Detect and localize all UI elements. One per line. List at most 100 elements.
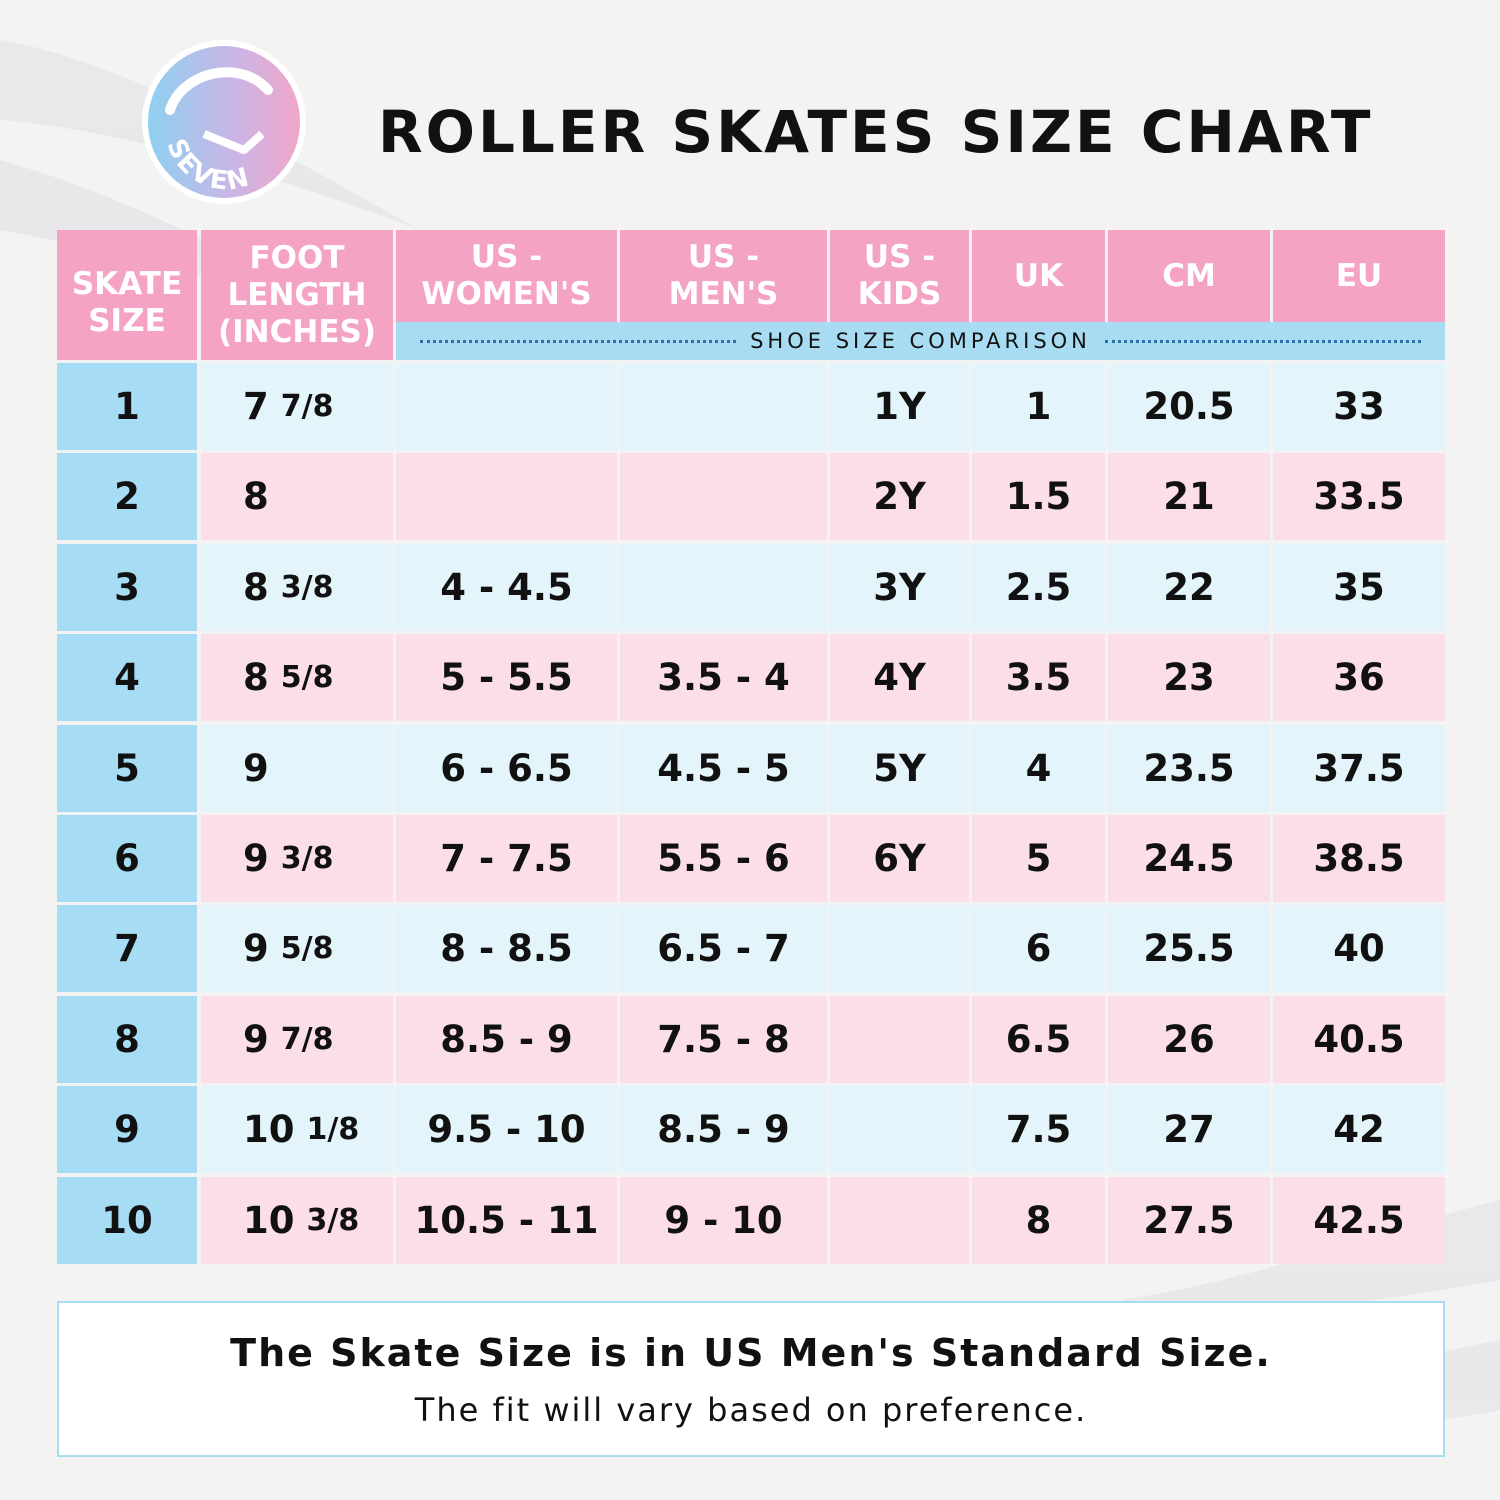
cell-us-womens: 7 - 7.5	[396, 815, 617, 902]
cell-us-kids	[830, 995, 969, 1083]
cell-us-mens	[620, 453, 827, 541]
cell-cm: 25.5	[1108, 905, 1270, 993]
cell-us-kids: 5Y	[830, 724, 969, 812]
header-uk: UK	[972, 230, 1105, 322]
cell-us-womens: 8.5 - 9	[396, 995, 617, 1083]
cell-foot-length: 8	[201, 453, 393, 541]
cell-foot-length: 9	[201, 724, 393, 812]
cell-us-womens: 5 - 5.5	[396, 634, 617, 722]
cell-us-womens: 10.5 - 11	[396, 1176, 617, 1264]
foot-length-fraction: 7/8	[280, 389, 334, 424]
cell-foot-length: 10 3/8	[201, 1176, 393, 1264]
foot-length-whole: 7	[243, 385, 269, 428]
cell-us-mens: 3.5 - 4	[620, 634, 827, 722]
cell-skate-size: 3	[57, 543, 197, 631]
foot-length-fraction: 7/8	[280, 1021, 334, 1057]
cell-us-kids: 6Y	[830, 815, 969, 902]
cell-us-womens: 8 - 8.5	[396, 905, 617, 993]
cell-cm: 26	[1108, 995, 1270, 1083]
cell-eu: 36	[1273, 634, 1445, 722]
cell-us-kids: 4Y	[830, 634, 969, 722]
cell-cm: 27.5	[1108, 1176, 1270, 1264]
header-us-womens: US - WOMEN'S	[396, 230, 617, 322]
cell-foot-length: 10 1/8	[201, 1086, 393, 1174]
cell-us-womens: 6 - 6.5	[396, 724, 617, 812]
cell-cm: 22	[1108, 543, 1270, 631]
size-chart-table: SKATE SIZE FOOT LENGTH (INCHES) US - WOMEN…	[57, 230, 1445, 1266]
foot-length-whole: 10	[243, 1198, 295, 1242]
cell-us-kids: 3Y	[830, 543, 969, 631]
shoe-size-comparison-label: SHOE SIZE COMPARISON	[750, 329, 1091, 353]
cell-skate-size: 8	[57, 995, 197, 1083]
foot-length-fraction: 3/8	[280, 569, 334, 605]
cell-skate-size: 9	[57, 1086, 197, 1174]
cell-foot-length: 9 5/8	[201, 905, 393, 993]
foot-length-whole: 8	[243, 565, 269, 609]
note-primary: The Skate Size is in US Men's Standard S…	[230, 1331, 1272, 1375]
cell-eu: 40.5	[1273, 995, 1445, 1083]
dotted-rule-right	[1104, 339, 1421, 343]
header-foot-length: FOOT LENGTH (INCHES)	[201, 230, 393, 360]
cell-us-mens: 8.5 - 9	[620, 1086, 827, 1174]
cell-foot-length: 8 3/8	[201, 543, 393, 631]
cell-cm: 27	[1108, 1086, 1270, 1174]
cell-eu: 38.5	[1273, 815, 1445, 902]
cell-us-mens	[620, 363, 827, 450]
cell-us-kids: 2Y	[830, 453, 969, 541]
cell-us-womens: 4 - 4.5	[396, 543, 617, 631]
header-us-mens: US - MEN'S	[620, 230, 827, 322]
cell-us-mens: 7.5 - 8	[620, 995, 827, 1083]
cell-cm: 20.5	[1108, 363, 1270, 450]
seven-logo: SEVEN	[140, 38, 308, 206]
cell-uk: 4	[972, 724, 1105, 812]
cell-us-mens: 5.5 - 6	[620, 815, 827, 902]
cell-cm: 21	[1108, 453, 1270, 541]
cell-uk: 6	[972, 905, 1105, 993]
foot-length-fraction: 3/8	[306, 1202, 360, 1238]
cell-us-mens: 6.5 - 7	[620, 905, 827, 993]
dotted-rule-left	[420, 339, 737, 343]
foot-length-fraction: 1/8	[306, 1112, 360, 1148]
header-eu: EU	[1273, 230, 1445, 322]
cell-uk: 1.5	[972, 453, 1105, 541]
cell-skate-size: 6	[57, 815, 197, 902]
cell-skate-size: 10	[57, 1176, 197, 1264]
header-skate-size: SKATE SIZE	[57, 230, 197, 360]
cell-skate-size: 1	[57, 363, 197, 450]
cell-us-kids: 1Y	[830, 363, 969, 450]
cell-us-kids	[830, 1086, 969, 1174]
foot-length-whole: 9	[243, 837, 269, 880]
cell-uk: 8	[972, 1176, 1105, 1264]
cell-us-kids	[830, 1176, 969, 1264]
cell-cm: 23	[1108, 634, 1270, 722]
cell-us-womens	[396, 363, 617, 450]
cell-skate-size: 5	[57, 724, 197, 812]
cell-foot-length: 7 7/8	[201, 363, 393, 450]
cell-eu: 37.5	[1273, 724, 1445, 812]
cell-uk: 2.5	[972, 543, 1105, 631]
cell-eu: 40	[1273, 905, 1445, 993]
cell-us-kids	[830, 905, 969, 993]
foot-length-whole: 8	[243, 475, 269, 519]
cell-uk: 5	[972, 815, 1105, 902]
page-title: ROLLER SKATES SIZE CHART	[378, 98, 1374, 166]
cell-skate-size: 7	[57, 905, 197, 993]
cell-skate-size: 2	[57, 453, 197, 541]
cell-us-womens: 9.5 - 10	[396, 1086, 617, 1174]
foot-length-fraction: 5/8	[280, 660, 334, 696]
cell-us-mens	[620, 543, 827, 631]
note-secondary: The fit will vary based on preference.	[414, 1391, 1088, 1429]
header-us-kids: US - KIDS	[830, 230, 969, 322]
cell-uk: 1	[972, 363, 1105, 450]
cell-foot-length: 8 5/8	[201, 634, 393, 722]
foot-length-whole: 8	[243, 656, 269, 700]
cell-eu: 33.5	[1273, 453, 1445, 541]
foot-length-whole: 9	[243, 927, 269, 971]
cell-foot-length: 9 3/8	[201, 815, 393, 902]
cell-cm: 23.5	[1108, 724, 1270, 812]
cell-uk: 3.5	[972, 634, 1105, 722]
cell-cm: 24.5	[1108, 815, 1270, 902]
shoe-size-comparison-band: SHOE SIZE COMPARISON	[396, 322, 1445, 360]
cell-us-mens: 4.5 - 5	[620, 724, 827, 812]
cell-us-womens	[396, 453, 617, 541]
